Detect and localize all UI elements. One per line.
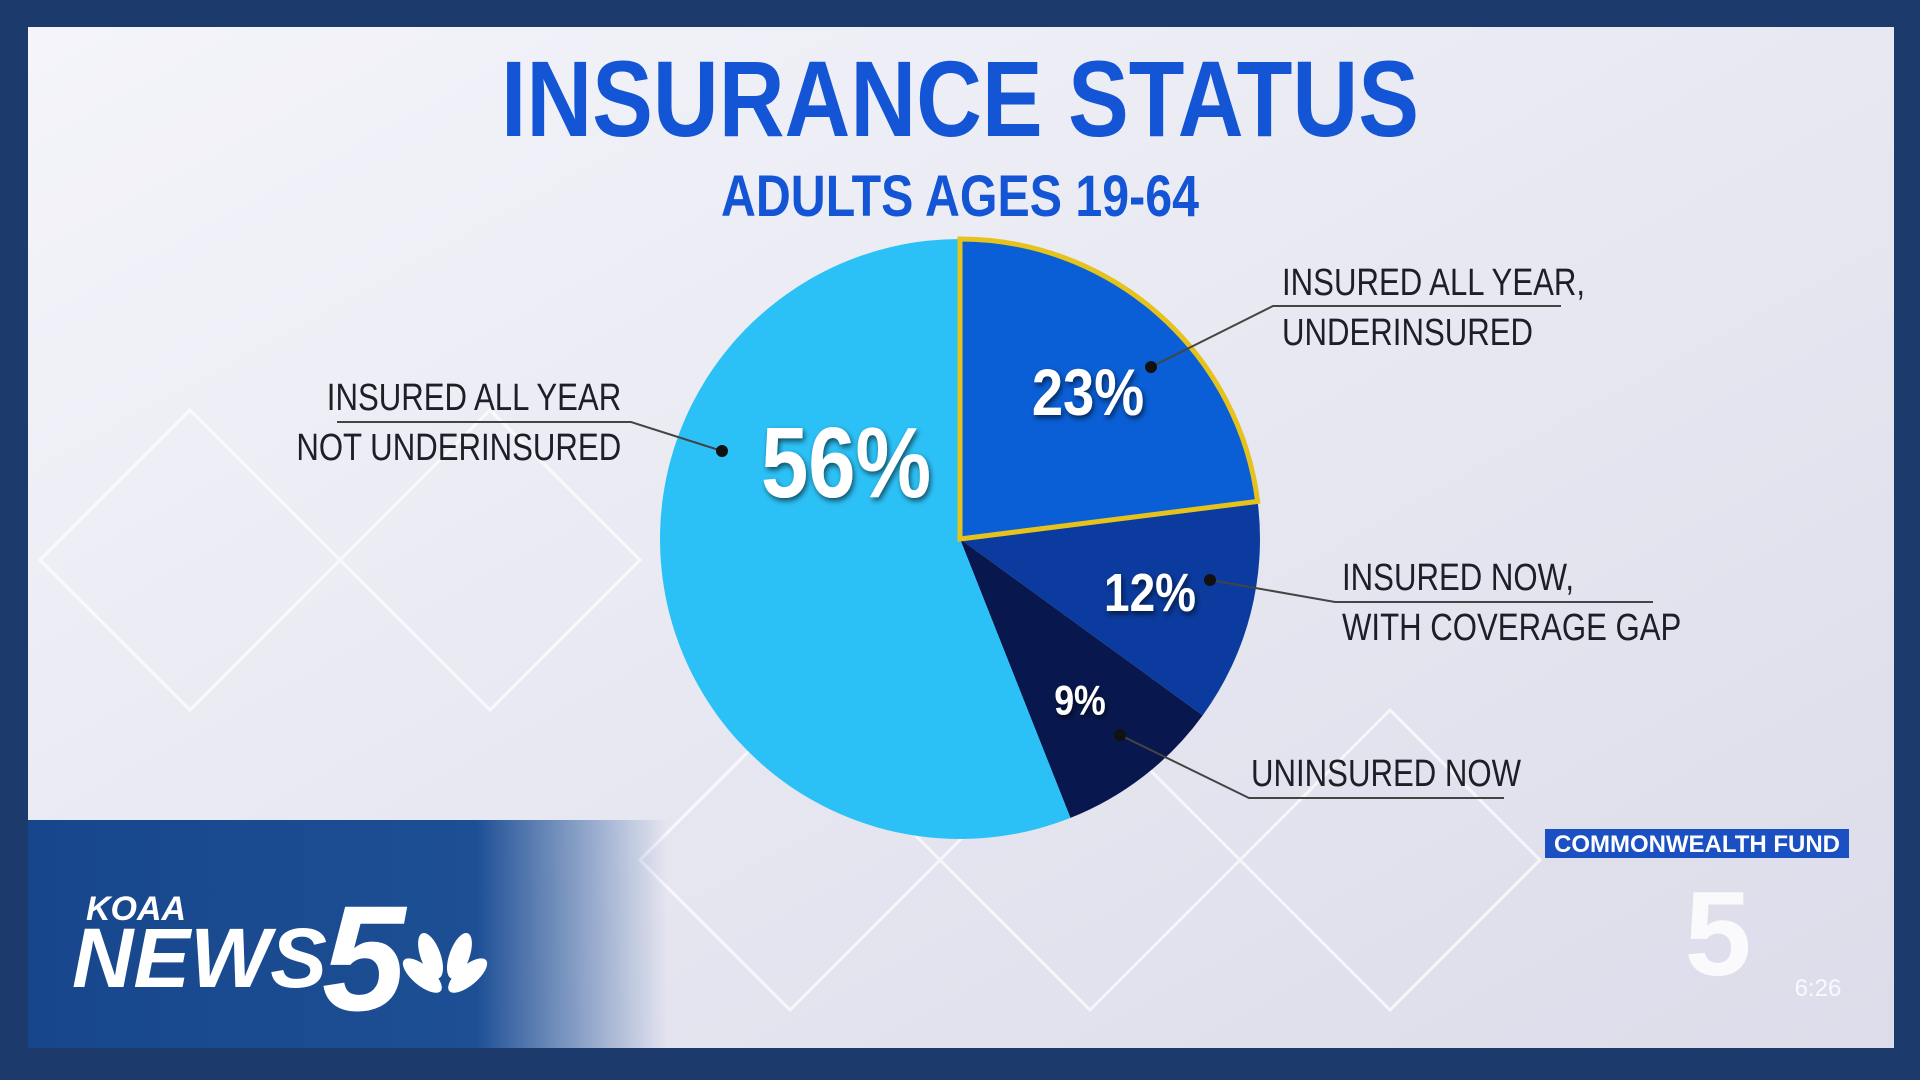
leader-dot — [1204, 574, 1216, 586]
leader-line — [337, 421, 723, 452]
peacock-logo — [402, 932, 488, 993]
leader-dot — [1145, 361, 1157, 373]
clock: 6:26 — [1795, 975, 1842, 1002]
leader-line — [1119, 734, 1504, 799]
pie-slice — [960, 501, 1260, 716]
leader-line — [1150, 305, 1561, 368]
pie-slice — [660, 239, 1071, 840]
background-pattern — [37, 407, 1543, 1013]
leader-dots — [716, 361, 1216, 741]
chart-title: INSURANCE STATUS — [501, 38, 1419, 159]
chart-subtitle: ADULTS AGES 19-64 — [721, 164, 1199, 229]
leader-dot — [1114, 729, 1126, 741]
category-label: INSURED ALL YEAR, UNDERINSURED — [1282, 262, 1586, 354]
channel-number: 5 — [322, 874, 408, 1042]
source: COMMONWEALTH FUND — [1554, 831, 1840, 858]
brand-name: NEWS — [72, 911, 327, 1005]
value-label: 56% — [761, 406, 931, 518]
leader-dot — [716, 445, 728, 457]
value-label: 23% — [1032, 356, 1144, 429]
value-label: 12% — [1104, 562, 1196, 622]
corner-channel: 5 — [1685, 867, 1752, 1001]
source-badge — [1545, 829, 1849, 858]
lower-third — [28, 820, 668, 1048]
slice-outline — [957, 236, 1261, 542]
station-name: KOAA — [86, 890, 186, 928]
leader-lines — [337, 305, 1653, 799]
category-label: INSURED NOW, WITH COVERAGE GAP — [1342, 557, 1682, 649]
category-label: INSURED ALL YEAR NOT UNDERINSURED — [296, 377, 621, 469]
value-label: 9% — [1054, 678, 1106, 724]
pie-slice — [960, 239, 1258, 539]
leader-line — [1209, 579, 1653, 603]
pie: 23% 12% 9% 56% — [660, 236, 1261, 840]
category-label: UNINSURED NOW — [1251, 753, 1522, 795]
pie-slice — [960, 539, 1203, 818]
